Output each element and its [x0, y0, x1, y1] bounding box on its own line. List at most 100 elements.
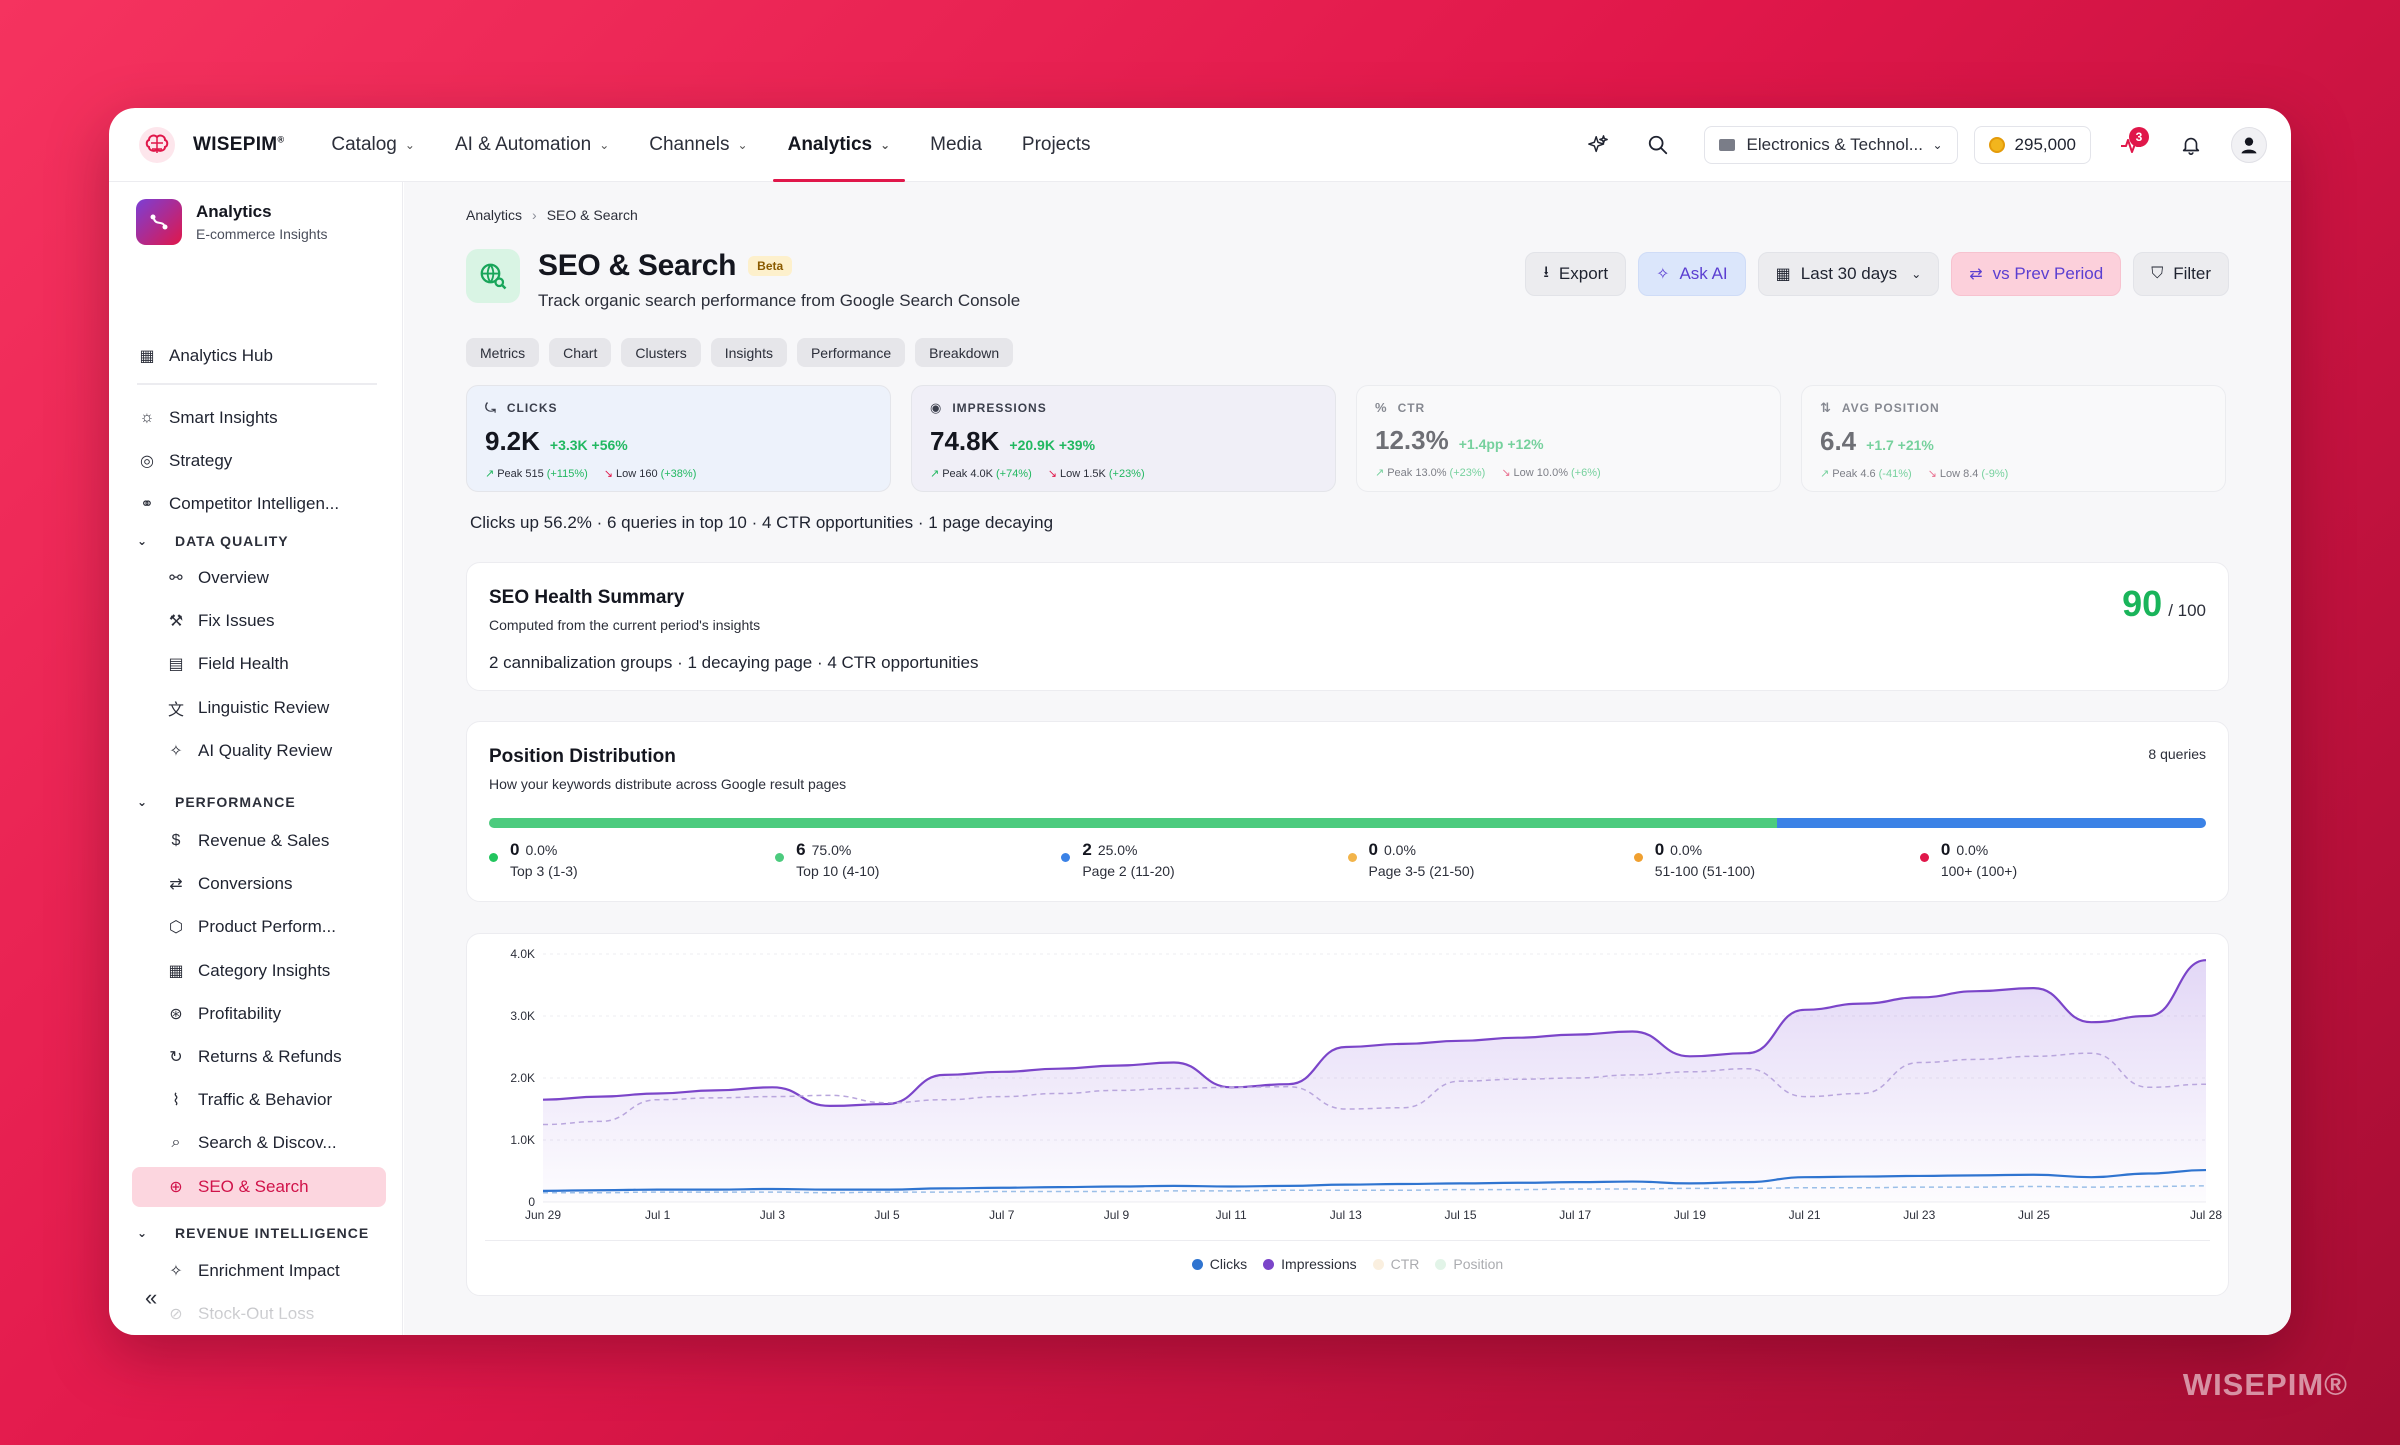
nav-channels[interactable]: Channels ⌄ [634, 108, 762, 181]
ask-ai-button[interactable]: ✧ Ask AI [1638, 252, 1746, 296]
navbar-actions: Electronics & Technol... ⌄ 295,000 3 [1558, 125, 2267, 165]
trend-down-icon: ↘ [1927, 468, 1937, 480]
ai-sparkle-button[interactable] [1578, 125, 1618, 165]
nav-media[interactable]: Media [915, 108, 997, 181]
workspace-selector[interactable]: Electronics & Technol... ⌄ [1703, 125, 1958, 164]
brain-logo-icon [139, 126, 175, 163]
breadcrumb-analytics[interactable]: Analytics [466, 207, 523, 223]
legend-label: Impressions [1281, 1256, 1357, 1272]
sidebar-item-search-discov[interactable]: ⌕ Search & Discov... [166, 1128, 337, 1158]
sidebar-item-returns-refunds[interactable]: ↻ Returns & Refunds [166, 1042, 341, 1072]
legend-item-clicks[interactable]: Clicks [1191, 1256, 1247, 1272]
impressions-icon: ◉ [930, 400, 943, 415]
analytics-hub-icon: ▦ [139, 348, 155, 365]
chip-clusters[interactable]: Clusters [621, 338, 701, 367]
distribution-segment-top-10-4-10 [489, 818, 1777, 828]
compare-period-toggle[interactable]: ⇄ vs Prev Period [1951, 252, 2122, 296]
sidebar-item-label: Profitability [198, 1003, 282, 1023]
sidebar-item-analytics-hub[interactable]: ▦ Analytics Hub [137, 341, 273, 371]
score-max: / 100 [2168, 601, 2206, 620]
bucket-color-dot [775, 853, 785, 862]
export-button[interactable]: ⭳ Export [1525, 252, 1627, 296]
sidebar-item-product-perform[interactable]: ⬡ Product Perform... [166, 912, 336, 942]
sidebar-item-category-insights[interactable]: ▦ Category Insights [166, 956, 330, 986]
nav-analytics[interactable]: Analytics ⌄ [772, 108, 906, 182]
bucket-color-dot [1919, 853, 1929, 862]
kpi-peak-low: ↗ Peak 13.0% (+23%) ↘ Low 10.0% (+6%) [1375, 466, 1762, 479]
distribution-segment-page-2-11-20 [1776, 818, 2206, 828]
bucket-color-dot [1061, 853, 1071, 862]
search-button[interactable] [1638, 125, 1678, 165]
chip-chart[interactable]: Chart [549, 338, 612, 367]
sidebar-item-fix-issues[interactable]: ⚒ Fix Issues [166, 606, 275, 636]
field-health-icon: ▤ [168, 656, 184, 674]
sidebar-subtitle: E-commerce Insights [196, 226, 328, 242]
sidebar-item-competitor-intelligen[interactable]: ⚭ Competitor Intelligen... [137, 489, 339, 519]
sidebar-item-linguistic-review[interactable]: 文 Linguistic Review [166, 693, 329, 723]
nav-catalog[interactable]: Catalog ⌄ [316, 108, 430, 181]
chip-breakdown[interactable]: Breakdown [915, 338, 1014, 367]
ctr-icon: % [1375, 400, 1388, 415]
sidebar-item-profitability[interactable]: ⊛ Profitability [166, 999, 281, 1029]
kpi-card-avg-position[interactable]: ⇅ AVG POSITION 6.4 +1.7 +21% ↗ Peak 4.6 (-41%)… [1801, 385, 2226, 492]
sidebar-item-strategy[interactable]: ◎ Strategy [137, 446, 232, 476]
bucket-text: 0 0.0% Top 3 (1-3) [510, 840, 578, 879]
nav-ai-automation[interactable]: AI & Automation ⌄ [440, 108, 624, 181]
brand-mark: ® [277, 134, 285, 145]
sidebar-section-revenue-intelligence[interactable]: ⌄ REVENUE INTELLIGENCE [137, 1225, 369, 1241]
notifications-button[interactable] [2171, 125, 2211, 165]
chip-insights[interactable]: Insights [710, 338, 787, 367]
sidebar-item-traffic-behavior[interactable]: ⌇ Traffic & Behavior [166, 1085, 332, 1115]
kpi-card-impressions[interactable]: ◉ IMPRESSIONS 74.8K +20.9K +39% ↗ Peak 4.0K (+… [911, 385, 1336, 492]
filter-button[interactable]: ⛉ Filter [2133, 252, 2229, 296]
sparkle-icon [1587, 134, 1608, 152]
bucket-pct: 0.0% [1383, 842, 1416, 858]
brand-logo[interactable]: WISEPIM® [137, 125, 284, 165]
sidebar-item-revenue-sales[interactable]: $ Revenue & Sales [166, 826, 330, 856]
activity-button[interactable]: 3 [2111, 125, 2151, 165]
date-range-select[interactable]: ▦ Last 30 days ⌄ [1757, 252, 1940, 296]
sidebar-item-smart-insights[interactable]: ☼ Smart Insights [137, 403, 278, 433]
sidebar-section-performance[interactable]: ⌄ PERFORMANCE [137, 794, 296, 810]
kpi-value: 74.8K [930, 426, 1000, 456]
filter-icon: ⛉ [2151, 265, 2164, 282]
position-distribution-card: Position Distribution How your keywords … [466, 721, 2229, 902]
sidebar-divider [137, 383, 377, 385]
performance-line-chart[interactable]: 0 1.0K 2.0K 3.0K 4.0K Jun 29 Jul 1 Jul 3 Jul 5 Ju… [467, 934, 2281, 1234]
kpi-delta: +3.3K +56% [549, 437, 628, 453]
user-avatar[interactable] [2231, 126, 2267, 163]
credits-balance[interactable]: 295,000 [1973, 125, 2091, 164]
sidebar-item-conversions[interactable]: ⇄ Conversions [166, 869, 293, 899]
sidebar-item-label: Traffic & Behavior [198, 1090, 333, 1110]
nav-projects[interactable]: Projects [1007, 108, 1106, 181]
legend-item-position[interactable]: Position [1435, 1256, 1503, 1272]
x-tick-label: Jul 21 [1789, 1208, 1821, 1222]
chip-performance[interactable]: Performance [796, 338, 906, 367]
collapse-sidebar-button[interactable]: « [145, 1285, 158, 1310]
legend-item-impressions[interactable]: Impressions [1263, 1256, 1357, 1272]
kpi-card-ctr[interactable]: % CTR 12.3% +1.4pp +12% ↗ Peak 13.0% (+23%) ↘ Lo… [1356, 385, 1781, 492]
kpi-low: ↘ Low 1.5K (+23%) [1048, 467, 1145, 480]
health-subtitle: Computed from the current period's insig… [489, 617, 761, 633]
kpi-card-clicks[interactable]: ⤿ CLICKS 9.2K +3.3K +56% ↗ Peak 515 (+115%) ↘ Lo… [466, 385, 891, 492]
sidebar-item-label: Overview [198, 568, 269, 587]
sidebar-item-ai-quality-review[interactable]: ✧ AI Quality Review [166, 736, 332, 766]
sidebar-item-overview[interactable]: ⚯ Overview [166, 563, 269, 593]
nav-label: AI & Automation [454, 133, 592, 155]
sidebar-section-label: PERFORMANCE [175, 794, 296, 810]
kpi-low: ↘ Low 160 (+38%) [604, 467, 697, 480]
sidebar-item-field-health[interactable]: ▤ Field Health [166, 649, 288, 679]
sidebar-section-data-quality[interactable]: ⌄ DATA QUALITY [137, 533, 289, 549]
sidebar-item-label: Conversions [198, 874, 293, 894]
sidebar-item-seo-search[interactable]: ⊕ SEO & Search [132, 1166, 386, 1207]
kpi-peak-value: Peak 13.0% [1387, 467, 1447, 479]
page-header: SEO & Search Beta Track organic search pe… [466, 249, 1020, 311]
workspace-icon [1718, 138, 1735, 151]
legend-item-ctr[interactable]: CTR [1372, 1256, 1419, 1272]
kpi-peak-value: Peak 515 [497, 468, 544, 480]
chip-metrics[interactable]: Metrics [466, 338, 540, 367]
kpi-cards: ⤿ CLICKS 9.2K +3.3K +56% ↗ Peak 515 (+115%) ↘ Lo… [466, 385, 2226, 492]
sidebar-item-enrichment-impact[interactable]: ✧ Enrichment Impact [166, 1256, 339, 1286]
kpi-value: 6.4 [1820, 426, 1857, 456]
x-tick-label: Jul 3 [760, 1208, 786, 1222]
